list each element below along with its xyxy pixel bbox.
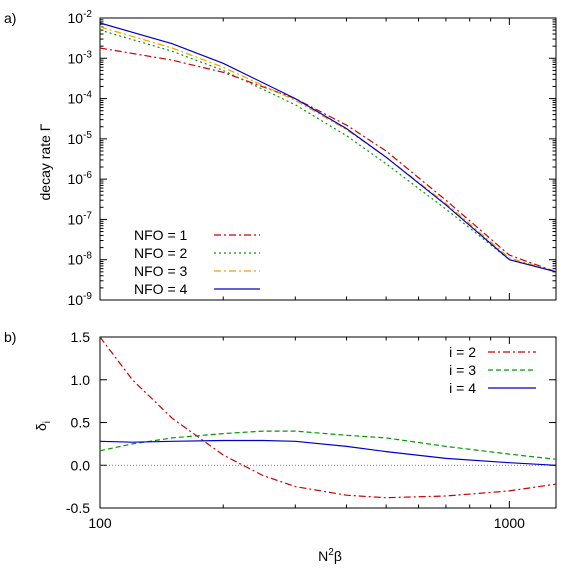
bottom-y-tick-label: 1.5 — [71, 329, 91, 345]
bottom-series-line-3 — [100, 439, 556, 466]
x-axis-label-tail: β — [334, 548, 342, 564]
panel-a-label: a) — [4, 10, 16, 26]
bottom-y-tick-label: 1.0 — [71, 372, 91, 388]
bottom-legend-label-3: i = 4 — [449, 380, 476, 396]
bottom-y-axis-label: δi — [33, 421, 53, 431]
top-y-tick-exp: -4 — [83, 90, 92, 101]
bottom-plot-frame — [99, 336, 557, 509]
top-y-tick-base: 10 — [68, 50, 84, 66]
top-legend-label-1: NFO = 1 — [134, 227, 188, 243]
top-y-axis-label: decay rate Γ — [37, 123, 53, 200]
top-series-line-4 — [99, 22, 557, 273]
top-legend-label-3: NFO = 3 — [134, 263, 188, 279]
x-axis-label-sup: 2 — [328, 547, 334, 558]
bottom-y-tick-label: 0.0 — [71, 457, 91, 473]
top-y-tick-base: 10 — [68, 131, 84, 147]
top-y-tick-base: 10 — [68, 171, 84, 187]
top-y-tick-exp: -8 — [83, 251, 92, 262]
bottom-y-axis-label-base: δ — [33, 423, 49, 431]
top-y-tick-label: 10-2 — [68, 9, 93, 26]
top-y-tick-base: 10 — [68, 211, 84, 227]
top-y-tick-base: 10 — [68, 10, 84, 26]
bottom-y-tick-label: -0.5 — [66, 500, 90, 516]
panel-b-label: b) — [4, 329, 16, 345]
top-legend-label-2: NFO = 2 — [134, 245, 188, 261]
bottom-legend-label-2: i = 3 — [449, 362, 476, 378]
x-axis-label: N2β — [318, 547, 342, 564]
top-y-tick-label: 10-9 — [68, 291, 93, 308]
top-y-tick-label: 10-5 — [68, 130, 93, 147]
top-y-tick-exp: -7 — [83, 210, 92, 221]
top-y-tick-exp: -3 — [83, 49, 92, 60]
bottom-legend-label-1: i = 2 — [449, 344, 476, 360]
top-y-tick-exp: -9 — [83, 291, 92, 302]
top-legend-label-4: NFO = 4 — [134, 281, 188, 297]
top-y-tick-label: 10-7 — [68, 210, 93, 227]
x-axis-label-base: N — [318, 548, 328, 564]
bottom-series-line-1 — [100, 337, 556, 499]
top-plot-frame — [99, 17, 557, 301]
top-y-tick-exp: -2 — [83, 9, 92, 20]
top-y-tick-label: 10-8 — [68, 251, 93, 268]
top-series-line-1 — [99, 47, 557, 273]
top-y-tick-exp: -6 — [83, 170, 92, 181]
top-y-tick-exp: -5 — [83, 130, 92, 141]
bottom-panel: -0.5 0.0 0.5 1.0 1.5 100 1000 i = 2 i = 3 i = 4 — [66, 329, 557, 531]
x-tick-label: 100 — [88, 515, 112, 531]
top-y-tick-label: 10-3 — [68, 49, 93, 66]
top-y-tick-base: 10 — [68, 91, 84, 107]
x-tick-label: 1000 — [494, 515, 525, 531]
bottom-y-tick-label: 0.5 — [71, 415, 91, 431]
top-y-tick-label: 10-4 — [68, 90, 93, 107]
bottom-y-axis-label-sub: i — [42, 421, 53, 423]
top-series-line-3 — [99, 26, 557, 273]
top-y-tick-base: 10 — [68, 292, 84, 308]
bottom-series-line-2 — [100, 430, 556, 460]
top-y-tick-label: 10-6 — [68, 170, 93, 187]
top-y-tick-base: 10 — [68, 252, 84, 268]
